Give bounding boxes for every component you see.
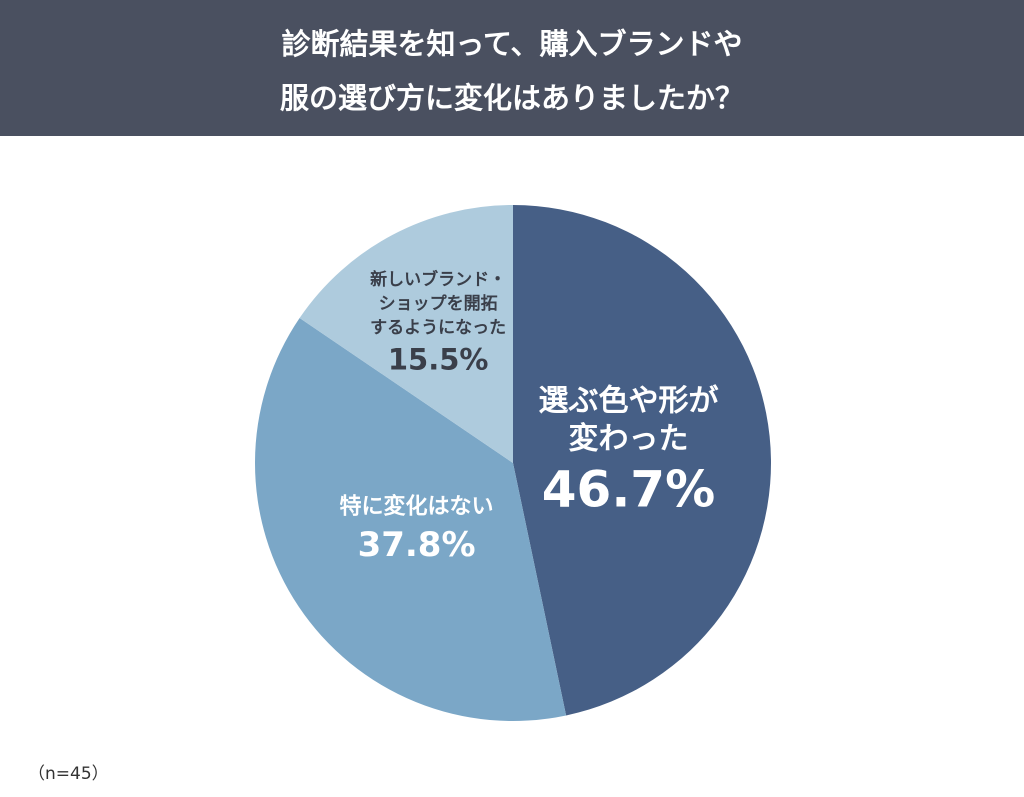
chart-title: 診断結果を知って、購入ブランドや bbox=[281, 27, 742, 61]
value-label: 15.5% bbox=[388, 343, 489, 377]
value-label: 37.8% bbox=[358, 525, 476, 565]
pie-slice bbox=[299, 205, 513, 463]
chart-title: 服の選び方に変化はありましたか？ bbox=[280, 81, 744, 115]
slice-label: 新しいブランド・ bbox=[370, 269, 506, 290]
header-bar bbox=[0, 0, 1024, 136]
slice-label: するようになった bbox=[370, 318, 506, 338]
slice-label: 特に変化はない bbox=[340, 493, 494, 519]
slice-label: 選ぶ色や形が bbox=[538, 383, 718, 418]
pie-slice bbox=[513, 205, 771, 716]
pie-slice bbox=[255, 317, 567, 721]
slice-label: 変わった bbox=[568, 421, 688, 456]
slice-label: ショップを開拓 bbox=[379, 293, 498, 314]
sample-note: （n=45） bbox=[28, 764, 109, 784]
value-label: 46.7% bbox=[542, 460, 715, 518]
